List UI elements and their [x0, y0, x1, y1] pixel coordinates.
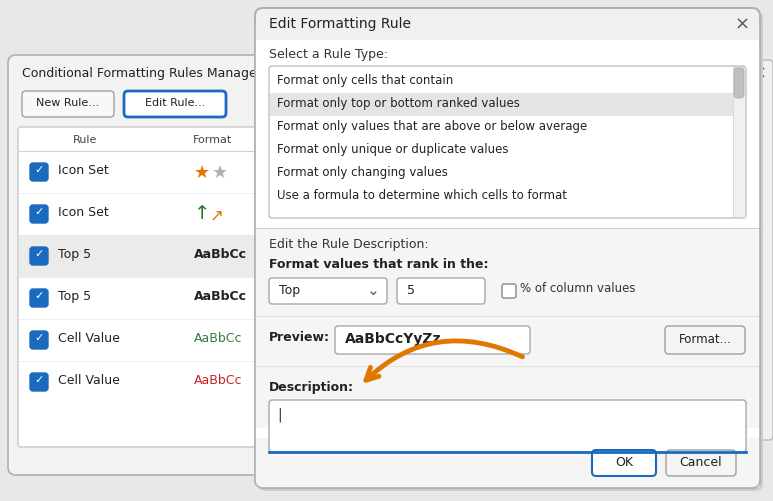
Text: Format...: Format... — [679, 333, 731, 346]
Bar — [270, 93, 733, 116]
Text: Preview:: Preview: — [269, 331, 330, 344]
Text: ⌄: ⌄ — [753, 220, 767, 238]
FancyBboxPatch shape — [748, 60, 773, 440]
Bar — [255, 24, 760, 40]
FancyBboxPatch shape — [269, 400, 746, 452]
FancyBboxPatch shape — [666, 450, 736, 476]
FancyBboxPatch shape — [255, 40, 760, 488]
FancyBboxPatch shape — [269, 66, 746, 218]
FancyBboxPatch shape — [255, 8, 760, 40]
FancyBboxPatch shape — [258, 11, 763, 491]
Text: ✓: ✓ — [34, 375, 44, 385]
Text: Edit Rule...: Edit Rule... — [145, 98, 205, 108]
FancyBboxPatch shape — [22, 91, 114, 117]
Text: 5: 5 — [407, 284, 415, 297]
Text: ★: ★ — [194, 164, 210, 182]
Text: ✓: ✓ — [34, 291, 44, 301]
Text: ★: ★ — [212, 164, 228, 182]
FancyBboxPatch shape — [335, 326, 530, 354]
FancyBboxPatch shape — [30, 331, 48, 349]
Text: ×: × — [734, 16, 750, 34]
Bar — [256, 228, 759, 428]
Text: Top 5: Top 5 — [58, 290, 91, 303]
FancyBboxPatch shape — [30, 247, 48, 265]
Text: OK: OK — [615, 456, 633, 469]
FancyBboxPatch shape — [502, 284, 516, 298]
Bar — [256, 438, 759, 439]
FancyBboxPatch shape — [665, 326, 745, 354]
FancyBboxPatch shape — [30, 205, 48, 223]
Text: AaBbCcYyZz: AaBbCcYyZz — [345, 332, 441, 346]
Text: ✓: ✓ — [34, 249, 44, 259]
Text: Top: Top — [279, 284, 300, 297]
Text: Cell Value: Cell Value — [58, 332, 120, 345]
Text: AaBbCc: AaBbCc — [194, 290, 247, 303]
Text: AaBbCc: AaBbCc — [194, 374, 243, 387]
Text: Format only top or bottom ranked values: Format only top or bottom ranked values — [277, 97, 520, 110]
Text: Rule: Rule — [73, 135, 97, 145]
Text: Edit the Rule Description:: Edit the Rule Description: — [269, 238, 428, 251]
Text: Conditional Formatting Rules Manager: Conditional Formatting Rules Manager — [22, 67, 262, 80]
FancyBboxPatch shape — [30, 163, 48, 181]
FancyBboxPatch shape — [8, 55, 748, 475]
Text: AaBbCc: AaBbCc — [194, 332, 243, 345]
FancyBboxPatch shape — [269, 278, 387, 304]
Text: Description:: Description: — [269, 381, 354, 394]
Text: Icon Set: Icon Set — [58, 206, 109, 219]
Bar — [256, 40, 759, 487]
Bar — [256, 438, 759, 487]
Text: Format only changing values: Format only changing values — [277, 166, 448, 179]
Bar — [733, 67, 745, 217]
FancyBboxPatch shape — [397, 278, 485, 304]
Text: Cell Value: Cell Value — [58, 374, 120, 387]
Text: Select a Rule Type:: Select a Rule Type: — [269, 48, 388, 61]
Text: Cancel: Cancel — [679, 456, 722, 469]
Bar — [256, 366, 759, 367]
Text: Use a formula to determine which cells to format: Use a formula to determine which cells t… — [277, 189, 567, 202]
FancyBboxPatch shape — [30, 289, 48, 307]
Text: Icon Set: Icon Set — [58, 164, 109, 177]
Bar — [256, 228, 759, 229]
Text: Edit Formatting Rule: Edit Formatting Rule — [269, 17, 411, 31]
Text: ✓: ✓ — [34, 207, 44, 217]
Text: Format values that rank in the:: Format values that rank in the: — [269, 258, 489, 271]
Text: Format only cells that contain: Format only cells that contain — [277, 74, 453, 87]
FancyBboxPatch shape — [124, 91, 226, 117]
Text: ↑: ↑ — [194, 204, 210, 223]
FancyBboxPatch shape — [592, 450, 656, 476]
FancyBboxPatch shape — [255, 8, 760, 488]
Bar — [256, 316, 759, 317]
Text: Format: Format — [193, 135, 232, 145]
Text: % of column values: % of column values — [520, 282, 635, 295]
Text: ×: × — [753, 65, 767, 83]
Bar — [726, 128, 736, 446]
Text: ⌄: ⌄ — [367, 283, 380, 298]
Bar — [19, 235, 737, 277]
Text: ↗: ↗ — [210, 206, 224, 224]
Text: ✓: ✓ — [34, 165, 44, 175]
Text: Format only unique or duplicate values: Format only unique or duplicate values — [277, 143, 509, 156]
Text: |: | — [277, 408, 281, 422]
Text: Format only values that are above or below average: Format only values that are above or bel… — [277, 120, 587, 133]
FancyBboxPatch shape — [727, 129, 735, 179]
Text: AaBbCc: AaBbCc — [194, 248, 247, 261]
FancyBboxPatch shape — [30, 373, 48, 391]
FancyBboxPatch shape — [18, 127, 738, 447]
Text: Top 5: Top 5 — [58, 248, 91, 261]
Text: New Rule...: New Rule... — [36, 98, 100, 108]
FancyBboxPatch shape — [734, 68, 744, 98]
Text: ✓: ✓ — [34, 333, 44, 343]
